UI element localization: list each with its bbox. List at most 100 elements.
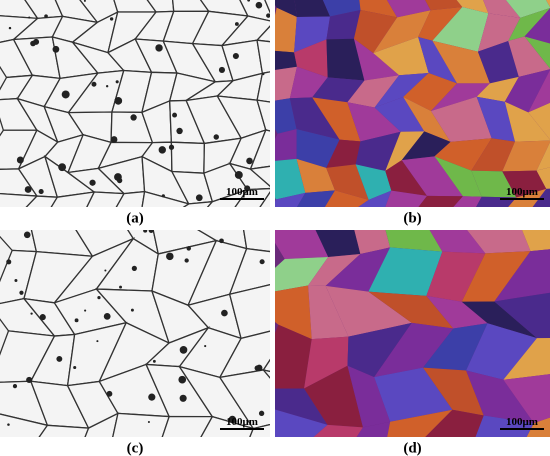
pore	[74, 318, 79, 323]
grain	[401, 156, 463, 197]
grain	[356, 421, 391, 437]
pore	[130, 114, 137, 121]
pore	[176, 127, 183, 135]
pore	[221, 309, 228, 317]
pore	[16, 156, 24, 164]
grain	[275, 7, 297, 53]
grain	[256, 71, 270, 103]
grain	[326, 38, 365, 81]
pore	[7, 423, 10, 426]
pore	[166, 252, 174, 261]
grain	[228, 162, 270, 191]
grain	[466, 323, 537, 380]
grain	[434, 156, 482, 197]
grain	[294, 0, 331, 18]
pore	[155, 44, 163, 52]
grain	[256, 99, 270, 132]
grain	[368, 291, 454, 329]
pore	[19, 290, 24, 295]
grain	[355, 164, 392, 200]
grain	[373, 10, 431, 54]
grain	[313, 424, 363, 437]
pore	[179, 346, 188, 354]
grain	[374, 72, 429, 108]
grain	[304, 336, 349, 389]
grain	[170, 141, 206, 174]
grain	[115, 190, 146, 207]
scale-bar-label: 100μm	[506, 186, 538, 198]
grain	[476, 76, 519, 102]
panel-caption: (b)	[403, 210, 421, 226]
pore	[131, 265, 137, 271]
pore	[106, 390, 113, 397]
grain	[466, 370, 534, 424]
grain	[494, 249, 550, 302]
pore	[158, 146, 166, 154]
panel-caption: (c)	[127, 440, 144, 456]
pore	[234, 22, 239, 26]
micrograph	[0, 230, 270, 437]
pore	[258, 410, 265, 417]
grain	[476, 96, 515, 142]
grain	[248, 165, 270, 188]
grain	[429, 230, 486, 254]
grain	[432, 40, 490, 84]
grain	[259, 191, 270, 207]
grain	[326, 139, 361, 168]
grain	[505, 0, 550, 18]
grain	[374, 322, 454, 378]
pore	[148, 393, 156, 401]
grain	[182, 200, 214, 207]
pore	[96, 340, 99, 343]
grain	[387, 409, 453, 437]
pore	[73, 365, 77, 370]
pore	[12, 384, 18, 389]
grain	[325, 285, 412, 337]
scale-bar-label: 100μm	[226, 186, 258, 198]
grain	[359, 0, 398, 18]
grain	[312, 97, 361, 142]
pore	[83, 0, 86, 2]
grain	[471, 170, 517, 198]
pore	[232, 52, 239, 60]
grain	[275, 98, 297, 134]
grain	[355, 131, 401, 171]
grain	[275, 0, 297, 18]
grain	[425, 409, 484, 437]
pore	[204, 344, 207, 348]
grain	[239, 0, 270, 22]
pore	[30, 40, 36, 47]
grain	[431, 96, 492, 142]
grain	[528, 69, 550, 113]
pore	[115, 80, 119, 84]
grain	[426, 295, 488, 329]
grain	[347, 102, 401, 142]
grain	[325, 247, 391, 292]
grain	[84, 412, 119, 437]
grain	[275, 409, 328, 437]
grain	[374, 367, 453, 422]
pore	[109, 17, 114, 21]
pore	[179, 394, 187, 402]
grain	[403, 72, 458, 112]
grain	[347, 365, 391, 428]
grain	[526, 417, 550, 437]
pore	[178, 375, 187, 384]
grain	[296, 129, 340, 168]
pore	[103, 312, 111, 320]
grain	[234, 187, 270, 207]
grain	[546, 0, 550, 8]
grain	[461, 301, 537, 339]
pore	[28, 16, 31, 19]
grain	[50, 191, 96, 207]
pore	[228, 415, 237, 424]
pore	[152, 359, 156, 363]
grain	[477, 40, 519, 84]
pore	[161, 194, 165, 198]
panel-caption: (a)	[126, 210, 144, 226]
grain	[494, 292, 550, 339]
grain	[262, 358, 270, 373]
pore	[195, 194, 203, 202]
micrograph	[275, 0, 550, 207]
